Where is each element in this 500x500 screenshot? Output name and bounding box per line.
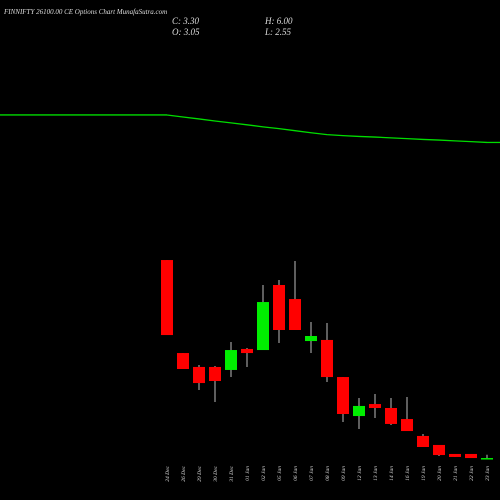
- moving-average: [166, 114, 488, 144]
- candle-body: [241, 348, 253, 354]
- x-tick-label: 13 Jan: [373, 466, 379, 481]
- candle-body: [337, 377, 349, 414]
- x-tick-label: 31 Dec: [229, 465, 235, 482]
- candle-body: [465, 453, 477, 459]
- x-tick-label: 22 Jan: [469, 466, 475, 481]
- candle-body: [401, 419, 413, 432]
- x-tick-label: 07 Jan: [309, 466, 315, 481]
- candle-body: [273, 285, 285, 330]
- candle-body: [433, 444, 445, 456]
- x-tick-label: 05 Jan: [277, 466, 283, 481]
- x-tick-label: 08 Jan: [325, 466, 331, 481]
- chart-title: FINNIFTY 26100.00 CE Options Chart Munaf…: [3, 8, 167, 16]
- candle-body: [225, 350, 237, 370]
- candle-body: [449, 453, 461, 457]
- x-tick-label: 29 Dec: [197, 465, 203, 481]
- candle-body: [305, 336, 317, 342]
- x-tick-label: 23 Jan: [485, 466, 491, 481]
- header-high: H: 6.00: [264, 16, 293, 26]
- x-tick-label: 06 Jan: [293, 466, 299, 481]
- x-tick-label: 24 Dec: [164, 465, 171, 481]
- candle-body: [177, 353, 189, 369]
- header-close: C: 3.30: [172, 16, 200, 26]
- candle-body: [321, 339, 333, 378]
- candle-body: [353, 405, 365, 417]
- x-tick-label: 01 Jan: [245, 466, 251, 481]
- candle-body: [385, 408, 397, 424]
- candle-body: [289, 299, 301, 330]
- header-low: L: 2.55: [264, 27, 292, 37]
- x-tick-label: 14 Jan: [388, 466, 395, 481]
- x-tick-label: 19 Jan: [421, 466, 427, 481]
- header-open: O: 3.05: [172, 27, 200, 37]
- candle-body: [417, 435, 429, 447]
- candle-body: [369, 404, 381, 408]
- x-tick-label: 30 Dec: [213, 465, 219, 482]
- candle-body: [481, 458, 493, 460]
- x-tick-label: 16 Jan: [405, 466, 411, 481]
- candle-body: [193, 366, 205, 384]
- x-tick-label: 20 Jan: [437, 466, 443, 481]
- candle-body: [257, 302, 269, 351]
- x-tick-label: 26 Dec: [181, 465, 187, 481]
- x-tick-label: 02 Jan: [261, 466, 267, 481]
- x-tick-label: 12 Jan: [357, 466, 363, 481]
- x-tick-label: 09 Jan: [341, 466, 347, 481]
- candle-body: [161, 260, 173, 336]
- candle-body: [209, 366, 221, 381]
- x-tick-label: 21 Jan: [453, 466, 459, 481]
